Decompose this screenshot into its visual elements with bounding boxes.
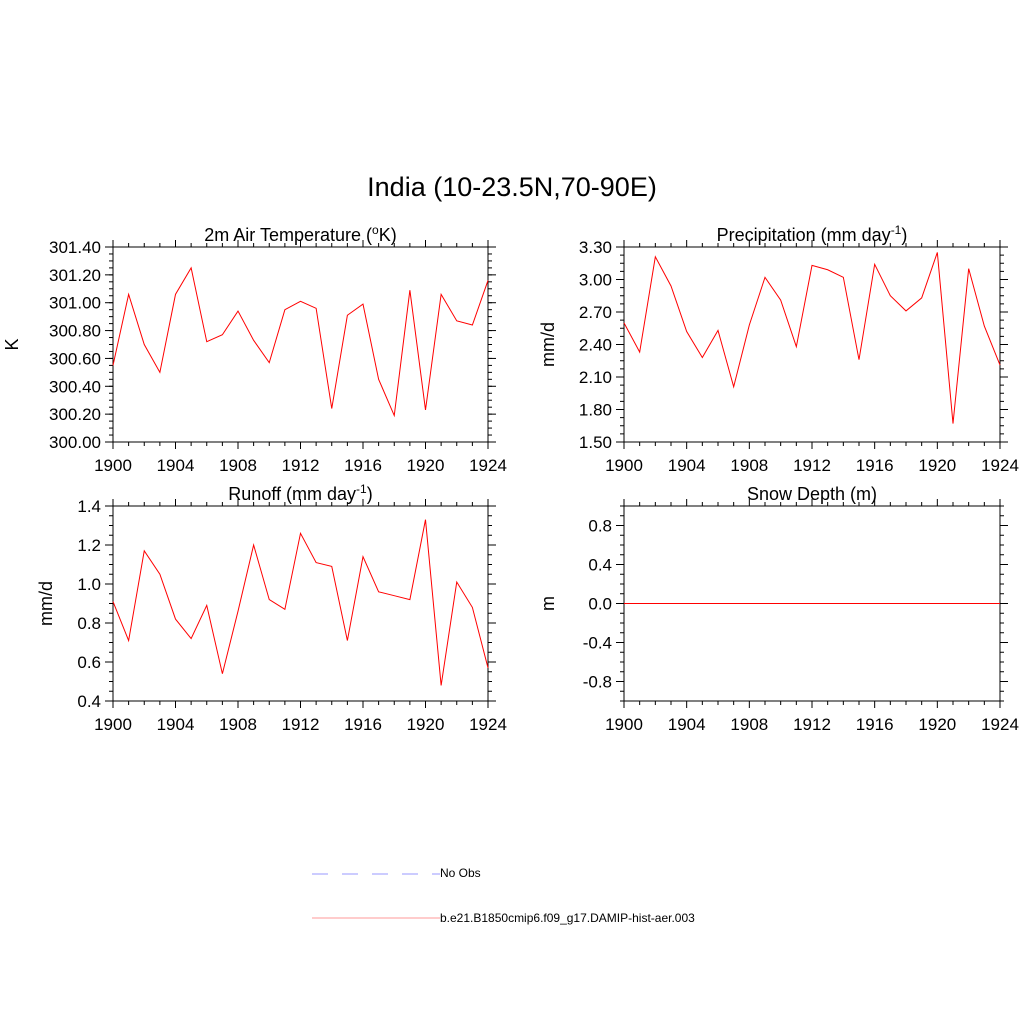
y-tick-label: 0.8: [77, 614, 101, 633]
x-tick-label: 1900: [94, 456, 132, 475]
y-tick-label: 0.4: [77, 692, 101, 711]
x-tick-label: 1912: [793, 456, 831, 475]
x-tick-label: 1908: [730, 456, 768, 475]
y-axis-label: m: [538, 596, 558, 611]
y-tick-label: 0.6: [77, 653, 101, 672]
x-tick-label: 1916: [856, 715, 894, 734]
panel-1: 1900 1904 1908 1912 1916 1920 1924 300.00 300.20…: [2, 223, 507, 475]
x-tick-label: 1912: [282, 456, 320, 475]
y-tick-label: -0.4: [583, 634, 612, 653]
y-tick-label: 2.10: [579, 368, 612, 387]
y-axis-label: mm/d: [36, 581, 56, 626]
y-tick-label: 300.60: [49, 349, 101, 368]
legend-obs-swatch: [312, 873, 440, 875]
y-tick-label: 300.40: [49, 377, 101, 396]
x-tick-label: 1920: [918, 715, 956, 734]
x-tick-label: 1920: [407, 456, 445, 475]
plot-frame: [623, 246, 1001, 443]
y-tick-label: 301.20: [49, 266, 101, 285]
x-tick-label: 1924: [469, 715, 507, 734]
panel-title: Runoff (mm day-1): [228, 482, 372, 504]
x-tick-label: 1912: [793, 715, 831, 734]
x-tick-label: 1924: [981, 456, 1019, 475]
y-tick-label: 3.30: [579, 238, 612, 257]
x-tick-label: 1916: [344, 715, 382, 734]
panel-title: Snow Depth (m): [747, 484, 877, 504]
x-tick-label: 1900: [94, 715, 132, 734]
x-tick-label: 1920: [407, 715, 445, 734]
x-tick-label: 1924: [469, 456, 507, 475]
panel-title: 2m Air Temperature (oK): [204, 223, 396, 245]
legend-model-swatch: [312, 917, 440, 919]
y-tick-label: 0.0: [588, 595, 612, 614]
x-tick-label: 1908: [219, 456, 257, 475]
x-tick-label: 1904: [157, 715, 195, 734]
x-tick-label: 1900: [605, 456, 643, 475]
series-line: [112, 266, 489, 418]
y-tick-label: 301.00: [49, 294, 101, 313]
x-tick-label: 1904: [157, 456, 195, 475]
plot-frame: [112, 246, 489, 443]
y-tick-label: 1.80: [579, 401, 612, 420]
y-axis-label: mm/d: [538, 322, 558, 367]
panel-title: Precipitation (mm day-1): [717, 223, 908, 245]
panel-4: 1900 1904 1908 1912 1916 1920 1924 -0.8 -0.4 0.0 0…: [538, 484, 1019, 734]
legend-model-label: b.e21.B1850cmip6.f09_g17.DAMIP-hist-aer.…: [440, 911, 695, 925]
x-tick-label: 1900: [605, 715, 643, 734]
y-tick-label: 300.00: [49, 433, 101, 452]
x-tick-label: 1924: [981, 715, 1019, 734]
x-tick-label: 1904: [668, 456, 706, 475]
x-tick-label: 1908: [730, 715, 768, 734]
series-line: [623, 252, 1001, 424]
y-tick-label: 300.80: [49, 322, 101, 341]
x-tick-label: 1912: [282, 715, 320, 734]
x-tick-label: 1904: [668, 715, 706, 734]
y-tick-label: 1.0: [77, 575, 101, 594]
legend-model: [312, 908, 912, 928]
y-tick-label: 0.4: [588, 556, 612, 575]
panel-2: 1900 1904 1908 1912 1916 1920 1924 1.50 1.80 2.10…: [538, 223, 1019, 475]
legend-obs: [312, 864, 912, 884]
y-tick-label: 1.50: [579, 433, 612, 452]
y-tick-label: -0.8: [583, 673, 612, 692]
y-axis-label: K: [2, 338, 22, 350]
y-tick-label: 2.40: [579, 336, 612, 355]
x-tick-label: 1916: [856, 456, 894, 475]
y-tick-label: 3.00: [579, 271, 612, 290]
series-line: [112, 519, 489, 686]
y-tick-label: 2.70: [579, 303, 612, 322]
y-tick-label: 1.4: [77, 497, 101, 516]
x-tick-label: 1916: [344, 456, 382, 475]
x-tick-label: 1920: [918, 456, 956, 475]
panel-3: 1900 1904 1908 1912 1916 1920 1924 0.4 0.6 0.8 1.0…: [36, 482, 507, 734]
figure-title: India (10-23.5N,70-90E): [367, 172, 657, 202]
legend-obs-label: No Obs: [440, 866, 481, 880]
y-tick-label: 1.2: [77, 536, 101, 555]
y-tick-label: 301.40: [49, 238, 101, 257]
y-tick-label: 300.20: [49, 405, 101, 424]
y-tick-label: 0.8: [588, 517, 612, 536]
x-tick-label: 1908: [219, 715, 257, 734]
